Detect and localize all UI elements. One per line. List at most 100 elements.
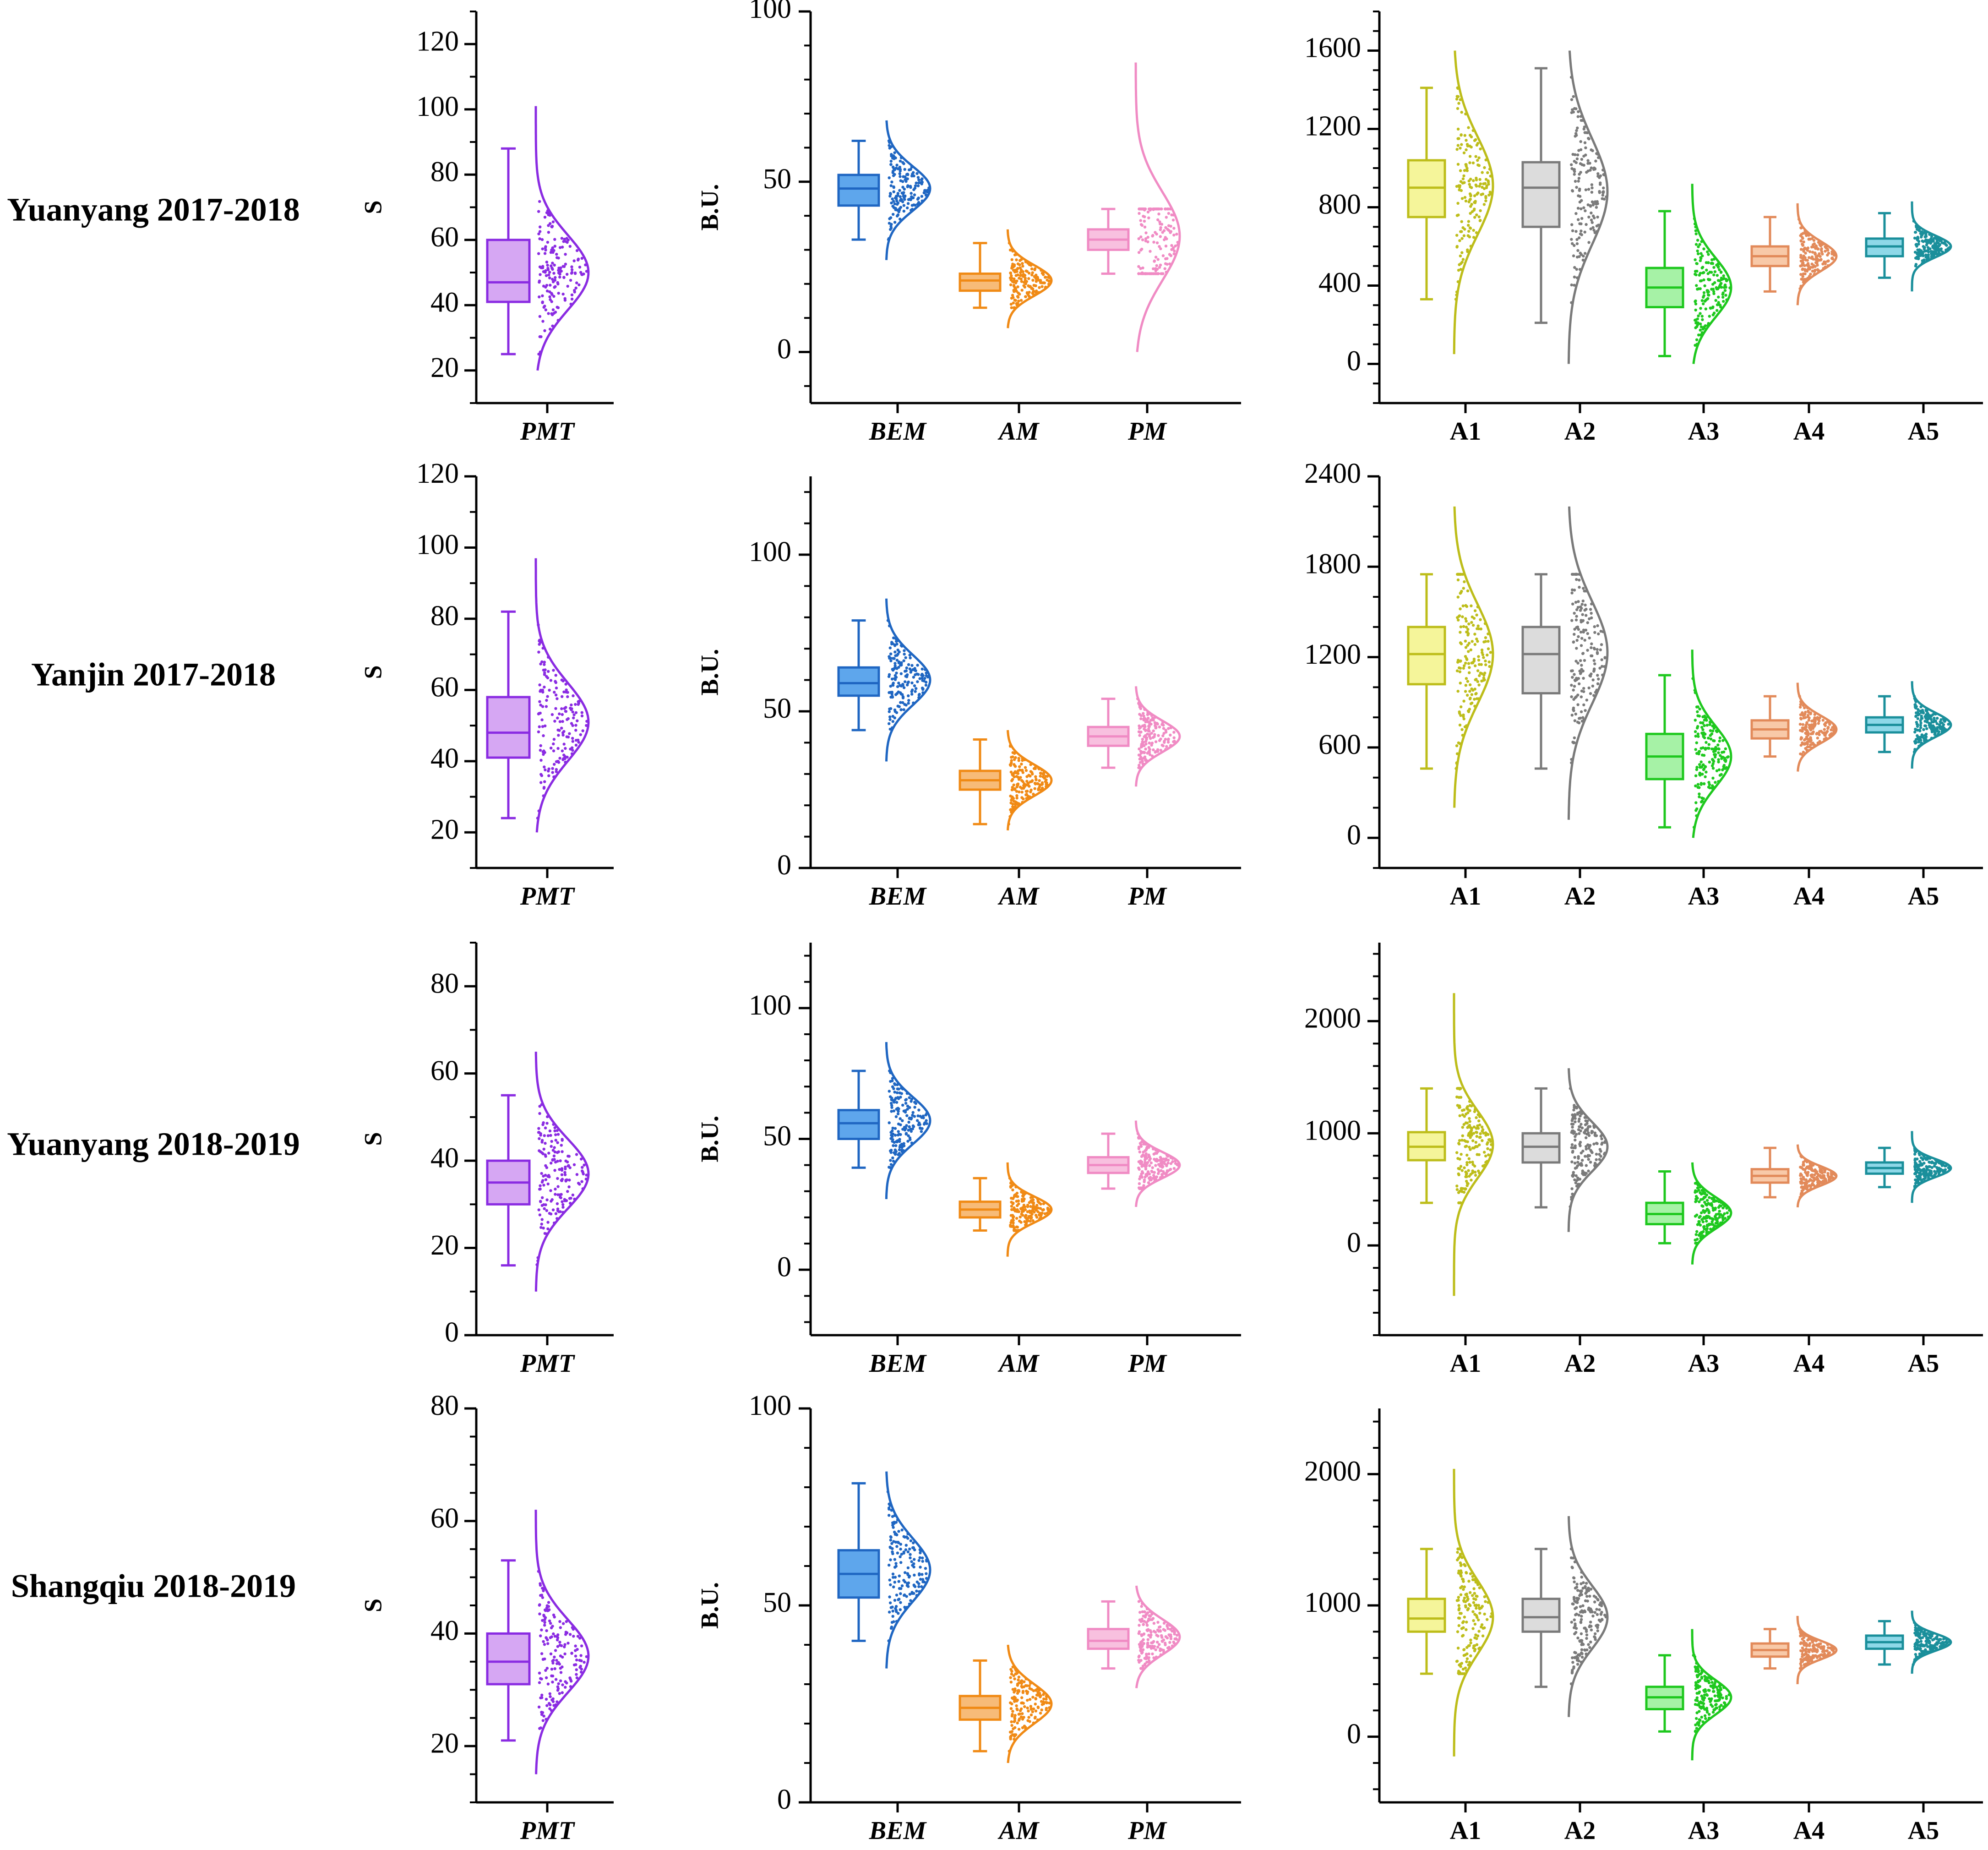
data-point	[897, 1122, 900, 1126]
data-point	[1021, 262, 1024, 265]
data-point	[1475, 1135, 1478, 1138]
data-point	[898, 189, 901, 192]
data-point	[1711, 306, 1714, 310]
data-point	[1487, 179, 1490, 182]
data-point	[538, 295, 541, 299]
data-point	[551, 771, 554, 774]
data-point	[902, 686, 906, 689]
data-point	[1461, 1134, 1464, 1137]
data-point	[891, 165, 895, 169]
data-point	[564, 1179, 567, 1182]
data-point	[1476, 158, 1479, 162]
data-point	[1481, 171, 1484, 174]
data-point	[1694, 735, 1697, 738]
data-point	[1465, 139, 1468, 142]
data-point	[1462, 151, 1466, 154]
data-point	[1141, 207, 1144, 211]
data-point	[893, 168, 897, 171]
data-point	[1456, 660, 1460, 664]
data-point	[1698, 1200, 1701, 1203]
data-point	[1013, 286, 1017, 289]
data-point	[1474, 200, 1477, 203]
data-point	[1016, 262, 1020, 266]
data-point	[567, 1185, 571, 1189]
data-point	[1587, 188, 1590, 191]
data-point	[900, 1148, 904, 1152]
data-point	[1710, 1204, 1714, 1207]
data-point	[916, 1114, 920, 1118]
data-point	[1921, 239, 1924, 243]
data-point	[898, 208, 901, 212]
data-point	[1811, 251, 1814, 254]
data-point	[1029, 1205, 1032, 1208]
data-point	[1800, 1192, 1803, 1195]
data-point	[895, 654, 899, 657]
data-point	[556, 1177, 559, 1180]
data-point	[558, 275, 561, 279]
data-points	[1569, 1087, 1607, 1208]
data-point	[1020, 787, 1024, 790]
data-point	[1695, 768, 1699, 771]
data-point	[1466, 1108, 1470, 1111]
data-point	[544, 1178, 548, 1181]
data-point	[1158, 1159, 1161, 1162]
data-point	[1460, 143, 1463, 146]
data-point	[1469, 177, 1472, 181]
data-point	[1024, 1208, 1027, 1212]
data-point	[1020, 1210, 1024, 1213]
data-point	[1010, 810, 1013, 814]
data-point	[1048, 279, 1051, 283]
data-point	[1590, 148, 1593, 152]
y-tick-label: 100	[416, 529, 459, 561]
data-point	[897, 1130, 900, 1133]
data-point	[549, 222, 552, 225]
data-point	[908, 667, 912, 671]
data-point	[1694, 232, 1698, 235]
data-point	[1023, 758, 1026, 761]
data-point	[1017, 757, 1020, 760]
data-point	[1010, 296, 1013, 300]
data-point	[1596, 682, 1600, 686]
data-point	[899, 159, 902, 163]
data-points	[1913, 1146, 1951, 1189]
data-point	[1473, 704, 1476, 708]
data-point	[1029, 1199, 1033, 1202]
data-point	[891, 1077, 894, 1080]
data-point	[1714, 299, 1717, 302]
data-point	[1021, 757, 1024, 760]
data-point	[1456, 86, 1460, 89]
data-point	[1154, 751, 1157, 754]
data-point	[1471, 660, 1475, 664]
data-point	[1819, 255, 1822, 258]
data-point	[1701, 773, 1704, 776]
data-point	[1695, 741, 1698, 744]
data-point	[1944, 1168, 1947, 1171]
data-point	[1806, 737, 1809, 741]
data-point	[1719, 271, 1723, 274]
data-point	[1012, 783, 1015, 787]
data-point	[1799, 234, 1802, 237]
data-point	[1701, 271, 1705, 274]
data-point	[1913, 697, 1916, 700]
data-point	[538, 643, 541, 646]
data-point	[1812, 239, 1816, 242]
data-point	[1474, 678, 1477, 682]
x-tick-label: PMT	[520, 882, 576, 911]
data-point	[1800, 729, 1803, 732]
data-point	[1141, 737, 1144, 741]
data-point	[1803, 738, 1806, 742]
data-point	[904, 175, 907, 179]
data-point	[561, 695, 564, 699]
data-point	[1480, 663, 1483, 666]
data-point	[888, 624, 891, 628]
data-point	[1598, 1153, 1601, 1156]
data-point	[1167, 1158, 1170, 1162]
data-point	[1012, 800, 1015, 803]
data-point	[1581, 652, 1585, 655]
data-point	[1028, 795, 1031, 798]
data-point	[1701, 318, 1704, 322]
data-point	[896, 704, 899, 708]
data-point	[1571, 229, 1574, 232]
density-curve	[1006, 229, 1053, 328]
data-point	[538, 725, 541, 728]
